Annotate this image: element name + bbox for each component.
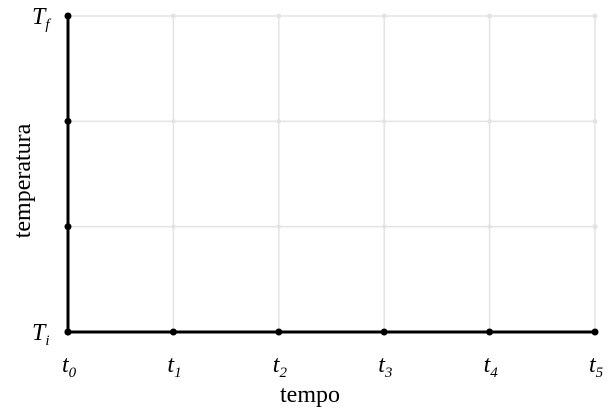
x-tick-label: t3 xyxy=(378,352,392,381)
grid-node xyxy=(276,119,281,124)
grid-node xyxy=(382,224,387,229)
x-tick-label: t1 xyxy=(167,352,181,381)
grid-node xyxy=(487,13,492,19)
y-tick-mark xyxy=(64,223,72,231)
grid-node xyxy=(276,13,281,19)
axes xyxy=(66,16,595,334)
x-tick-label: t2 xyxy=(273,352,288,381)
y-axis-title: temperatura xyxy=(10,123,36,238)
x-tick-mark xyxy=(591,328,599,336)
grid-node xyxy=(487,224,492,229)
grid xyxy=(68,13,598,332)
grid-node xyxy=(592,119,598,124)
y-tick-mark xyxy=(64,328,72,336)
y-tick-label: Ti xyxy=(32,320,50,349)
grid-node xyxy=(592,13,598,19)
x-tick-label: t5 xyxy=(589,352,604,381)
grid-node xyxy=(592,224,598,229)
x-tick-mark xyxy=(486,328,494,336)
x-tick-mark xyxy=(275,328,283,336)
y-tick-mark xyxy=(64,117,72,125)
x-axis-title: tempo xyxy=(280,382,340,408)
ticks xyxy=(64,12,599,336)
grid-node xyxy=(171,224,176,229)
x-tick-mark xyxy=(380,328,388,336)
grid-node xyxy=(171,13,176,19)
x-tick-mark xyxy=(169,328,177,336)
grid-node xyxy=(382,13,387,19)
y-tick-label: Tf xyxy=(32,4,51,33)
grid-node xyxy=(382,119,387,124)
grid-node xyxy=(487,119,492,124)
grid-node xyxy=(276,224,281,229)
x-tick-label: t0 xyxy=(62,352,77,381)
x-tick-label: t4 xyxy=(484,352,499,381)
tick-labels: t0 t1 t2 t3 t4 t5 Ti Tf xyxy=(32,4,604,381)
grid-node xyxy=(171,119,176,124)
y-tick-mark xyxy=(64,12,72,20)
